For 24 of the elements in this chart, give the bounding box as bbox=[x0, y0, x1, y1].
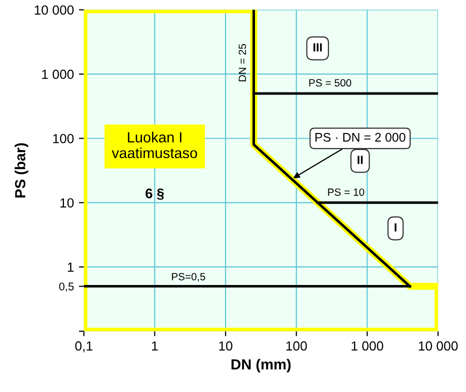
y-tick-label: 10 bbox=[60, 198, 74, 208]
x-tick-label: 10 000 bbox=[418, 341, 458, 351]
y-tick-label: 0,5 bbox=[59, 282, 74, 292]
y-tick-label: 1 bbox=[68, 262, 74, 272]
x-tick-label: 1 000 bbox=[352, 341, 384, 351]
y-tick-label: 10 000 bbox=[34, 5, 74, 15]
annotation: PS = 10 bbox=[328, 188, 364, 196]
annotation: 6 § bbox=[146, 188, 164, 200]
y-tick-label: 100 bbox=[53, 134, 74, 144]
y-axis-title: PS (bar) bbox=[14, 143, 28, 198]
x-tick-label: 10 bbox=[219, 341, 232, 351]
annotation: I bbox=[394, 223, 396, 232]
annotation: III bbox=[313, 43, 322, 52]
annotation: PS=0,5 bbox=[172, 272, 206, 282]
annotation: Luokan I vaatimustaso bbox=[112, 132, 198, 158]
annotation: II bbox=[358, 156, 363, 164]
annotation: DN = 25 bbox=[238, 44, 246, 82]
y-tick-label: 1 000 bbox=[42, 70, 74, 79]
annotation: PS = 500 bbox=[309, 79, 352, 87]
x-axis-title: DN (mm) bbox=[232, 358, 291, 372]
x-tick-label: 1 bbox=[152, 341, 158, 351]
x-tick-label: 100 bbox=[286, 341, 307, 351]
annotation: PS · DN = 2 000 bbox=[315, 132, 406, 142]
x-tick-label: 0,1 bbox=[75, 341, 92, 352]
